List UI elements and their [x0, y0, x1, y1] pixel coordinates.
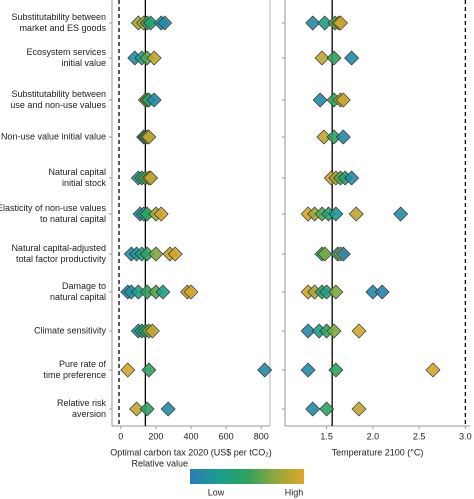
row-label: total factor productivity [16, 254, 107, 264]
diamond-marker [300, 323, 316, 339]
diamond-marker [141, 362, 157, 378]
diamond-marker [155, 284, 171, 300]
diamond-marker [153, 206, 169, 222]
diamond-marker [351, 401, 367, 417]
legend-high: High [285, 487, 304, 497]
x-tick-label: 0 [118, 431, 123, 441]
row-label: use and non-use values [10, 100, 106, 110]
diamond-marker [300, 362, 316, 378]
x-tick-label: 3.0 [459, 431, 472, 441]
x-tick-label: 600 [219, 431, 234, 441]
x-tick-label: 400 [183, 431, 198, 441]
row-label: Pure rate of [59, 359, 107, 369]
row-label: Relative risk [57, 398, 107, 408]
diamond-marker [328, 362, 344, 378]
row-label: Substitutability between [11, 89, 106, 99]
diamond-marker [335, 246, 351, 262]
diamond-marker [328, 284, 344, 300]
diamond-marker [314, 50, 330, 66]
row-label: Ecosystem services [26, 47, 106, 57]
row-label: natural capital [50, 292, 106, 302]
row-label: Natural capital-adjusted [11, 243, 106, 253]
row-label: time preference [43, 370, 106, 380]
diamond-marker [129, 401, 145, 417]
diamond-marker [374, 284, 390, 300]
diamond-marker [305, 401, 321, 417]
diamond-marker [333, 15, 348, 31]
row-label: Climate sensitivity [34, 325, 107, 335]
x-tick-label: 2.5 [413, 431, 426, 441]
row-label: Elasticity of non-use values [0, 203, 106, 213]
diamond-marker [144, 323, 160, 339]
diamond-marker [160, 401, 176, 417]
diamond-marker [351, 323, 367, 339]
row-label: market and ES goods [19, 23, 106, 33]
diamond-marker [425, 362, 441, 378]
diamond-marker [139, 401, 155, 417]
diamond-marker [317, 15, 333, 31]
diamond-marker [120, 362, 136, 378]
diamond-marker [157, 15, 173, 31]
diamond-marker [335, 129, 351, 145]
diamond-marker [348, 206, 364, 222]
x-tick-label: 2.0 [367, 431, 380, 441]
x-axis-title: Temperature 2100 (°C) [332, 447, 424, 457]
diamond-marker [257, 362, 273, 378]
colorbar [190, 469, 304, 484]
diamond-marker [335, 92, 351, 108]
row-label: Natural capital [48, 167, 106, 177]
x-tick-label: 1.5 [320, 431, 333, 441]
diamond-marker [393, 206, 409, 222]
diamond-marker [319, 401, 335, 417]
row-label: to natural capital [40, 214, 106, 224]
row-label: Substitutability between [11, 12, 106, 22]
x-tick-label: 800 [254, 431, 269, 441]
legend-title: Relative value [131, 458, 188, 468]
diamond-marker [141, 129, 157, 145]
row-label: aversion [72, 409, 106, 419]
diamond-marker [328, 206, 344, 222]
diamond-marker [344, 170, 360, 186]
row-label: Damage to [62, 281, 106, 291]
row-label: initial stock [62, 178, 107, 188]
legend-low: Low [208, 487, 225, 497]
diamond-marker [312, 92, 328, 108]
diamond-marker [167, 246, 183, 262]
diamond-marker [183, 284, 199, 300]
diamond-marker [146, 92, 162, 108]
diamond-marker [143, 170, 159, 186]
diamond-marker [326, 323, 342, 339]
diamond-marker [305, 15, 321, 31]
diamond-marker [326, 50, 342, 66]
diamond-marker [317, 246, 333, 262]
x-axis-title: Optimal carbon tax 2020 (US$ per tCO₂) [110, 447, 272, 457]
row-label: initial value [61, 58, 106, 68]
diamond-marker [148, 246, 164, 262]
diamond-marker [146, 50, 162, 66]
x-tick-label: 200 [148, 431, 163, 441]
diamond-marker [344, 50, 360, 66]
diamond-marker [143, 15, 159, 31]
row-label: Non-use value initial value [1, 131, 106, 141]
diamond-marker [316, 129, 332, 145]
